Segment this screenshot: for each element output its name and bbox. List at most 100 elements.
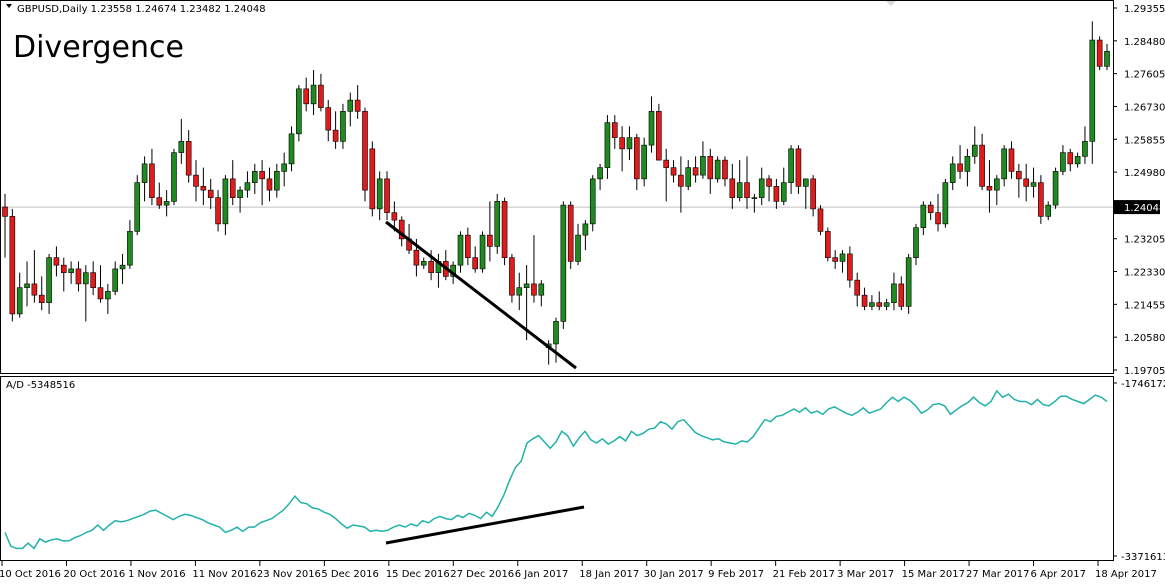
scroll-arrow-icon[interactable] xyxy=(6,4,12,8)
candle-body-bull xyxy=(839,253,846,262)
candle xyxy=(509,253,515,303)
candle xyxy=(163,190,170,217)
candle-body-bull xyxy=(494,201,501,247)
candle-body-bear xyxy=(986,186,993,191)
candle-body-bear xyxy=(362,111,368,191)
candle xyxy=(369,141,376,217)
candle-body-bull xyxy=(420,261,427,266)
candle xyxy=(692,156,699,183)
candle-body-bear xyxy=(31,283,38,296)
current-price-tag xyxy=(1114,200,1160,215)
ad-divergence-trendline xyxy=(385,505,585,545)
candle-body-bull xyxy=(24,283,30,288)
candle-body-bear xyxy=(766,178,772,187)
candle-body-bear xyxy=(384,178,390,213)
candle-body-bear xyxy=(215,197,221,225)
candle-body-bull xyxy=(68,268,74,273)
price-tick-label: 1.25855 xyxy=(1124,135,1165,146)
ad-series-line xyxy=(4,389,1108,550)
candle-body-bear xyxy=(634,137,640,180)
candle xyxy=(1096,36,1103,71)
candle xyxy=(127,220,133,269)
candle xyxy=(523,265,530,341)
price-tick-label: 1.26730 xyxy=(1124,102,1165,113)
candle xyxy=(935,193,941,232)
candle-body-bear xyxy=(332,129,339,142)
candle xyxy=(876,291,883,311)
time-tick-label: 11 Nov 2016 xyxy=(192,569,256,580)
candle-body-bull xyxy=(222,178,229,225)
candle xyxy=(362,107,368,202)
candle xyxy=(479,231,486,273)
candle xyxy=(266,167,273,202)
indicator-panel-frame xyxy=(0,376,1114,561)
candle xyxy=(575,223,581,266)
candle-body-bear xyxy=(53,257,60,266)
time-tick-label: 6 Apr 2017 xyxy=(1031,569,1086,580)
candle-body-bull xyxy=(163,201,170,206)
candle-body-bear xyxy=(619,137,625,150)
candle-body-bull xyxy=(641,144,647,180)
candle xyxy=(2,193,8,258)
candle-body-bear xyxy=(60,264,67,273)
candle-body-bear xyxy=(692,167,699,176)
candle-body-bear xyxy=(825,231,831,258)
candle-body-bear xyxy=(266,178,273,191)
candle-body-bull xyxy=(736,182,743,198)
candle-body-bear xyxy=(817,208,824,232)
candle xyxy=(60,257,67,292)
candle-body-bear xyxy=(318,84,324,108)
candle-body-bear xyxy=(935,212,941,225)
candle xyxy=(567,201,574,269)
candle xyxy=(97,265,104,303)
candle xyxy=(582,220,589,251)
candle-body-bull xyxy=(560,204,567,322)
candle-body-bear xyxy=(567,204,574,262)
candle-body-bear xyxy=(465,234,471,258)
candle-body-bull xyxy=(347,99,354,112)
candle-body-bull xyxy=(1045,204,1052,217)
candle xyxy=(891,272,897,311)
price-tick-label: 1.24980 xyxy=(1124,168,1165,179)
candle xyxy=(178,118,185,164)
candle xyxy=(251,163,258,194)
candle-body-bear xyxy=(707,156,714,180)
candle-body-bull xyxy=(141,163,148,183)
candle-body-bull xyxy=(589,178,596,225)
candle xyxy=(24,261,30,307)
price-tick-label: 1.21455 xyxy=(1124,300,1165,311)
candle xyxy=(384,171,390,221)
candle xyxy=(46,253,52,314)
candle-body-bull xyxy=(340,111,346,142)
candle xyxy=(156,182,163,209)
candle xyxy=(729,163,736,209)
candle xyxy=(516,272,523,311)
candle xyxy=(531,235,537,303)
candle xyxy=(847,246,853,288)
candle xyxy=(707,148,714,194)
candle-body-bull xyxy=(905,257,912,307)
candle xyxy=(288,126,295,172)
candle-body-bull xyxy=(964,156,971,172)
candle-body-bear xyxy=(744,182,750,198)
candle-body-bull xyxy=(127,231,133,266)
candle-body-bull xyxy=(1089,39,1096,142)
candle-body-bull xyxy=(105,291,111,300)
time-tick-label: 6 Jan 2017 xyxy=(515,569,569,580)
candle-body-bull xyxy=(780,182,787,202)
candle xyxy=(237,186,243,213)
current-price-label: 1.24048 xyxy=(1124,203,1165,214)
candle-body-bull xyxy=(1001,148,1007,180)
candle-body-bull xyxy=(949,163,956,183)
candle xyxy=(744,156,750,209)
candle-body-bull xyxy=(758,178,765,198)
candle xyxy=(1038,175,1044,224)
candle-body-bear xyxy=(1008,148,1015,172)
candle xyxy=(810,175,816,217)
candle xyxy=(318,73,324,112)
candle-body-bull xyxy=(920,204,927,228)
candle xyxy=(296,85,302,142)
candle xyxy=(354,85,361,119)
time-tick-label: 10 Oct 2016 xyxy=(0,569,61,580)
candle xyxy=(854,272,861,307)
